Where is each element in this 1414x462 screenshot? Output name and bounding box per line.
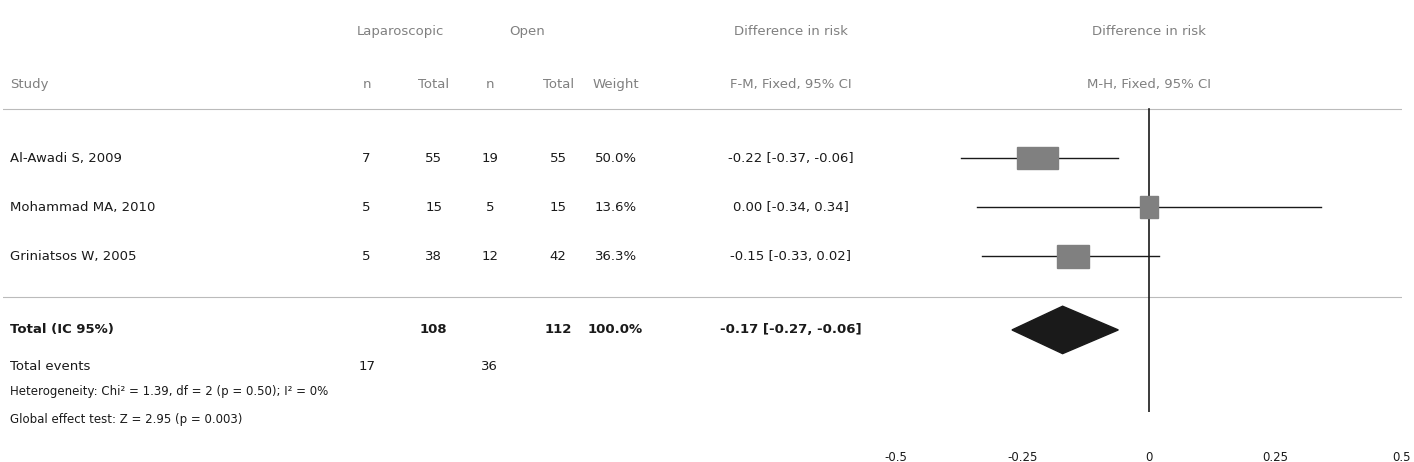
Text: Al-Awadi S, 2009: Al-Awadi S, 2009 xyxy=(10,152,122,164)
Text: Laparoscopic: Laparoscopic xyxy=(356,25,444,38)
Text: 36.3%: 36.3% xyxy=(594,250,636,263)
Text: 19: 19 xyxy=(481,152,498,164)
Text: -0.22 [-0.37, -0.06]: -0.22 [-0.37, -0.06] xyxy=(728,152,853,164)
Text: Open: Open xyxy=(509,25,546,38)
Text: n: n xyxy=(485,78,493,91)
Text: Difference in risk: Difference in risk xyxy=(734,25,847,38)
Text: Global effect test: Z = 2.95 (p = 0.003): Global effect test: Z = 2.95 (p = 0.003) xyxy=(10,413,242,426)
Bar xyxy=(1140,196,1158,219)
Text: -0.25: -0.25 xyxy=(1007,451,1038,462)
Text: 112: 112 xyxy=(544,323,571,336)
Text: 7: 7 xyxy=(362,152,370,164)
Text: -0.17 [-0.27, -0.06]: -0.17 [-0.27, -0.06] xyxy=(720,323,861,336)
Text: 5: 5 xyxy=(362,201,370,214)
Text: 55: 55 xyxy=(426,152,443,164)
Text: 38: 38 xyxy=(426,250,443,263)
Text: 108: 108 xyxy=(420,323,448,336)
Text: F-M, Fixed, 95% CI: F-M, Fixed, 95% CI xyxy=(730,78,851,91)
Bar xyxy=(1017,147,1058,170)
Text: Heterogeneity: Chi² = 1.39, df = 2 (p = 0.50); I² = 0%: Heterogeneity: Chi² = 1.39, df = 2 (p = … xyxy=(10,385,328,398)
Text: Griniatsos W, 2005: Griniatsos W, 2005 xyxy=(10,250,136,263)
Text: 0.5: 0.5 xyxy=(1393,451,1411,462)
Text: 0.25: 0.25 xyxy=(1263,451,1288,462)
Text: -0.5: -0.5 xyxy=(884,451,906,462)
Text: Total: Total xyxy=(543,78,574,91)
Text: 50.0%: 50.0% xyxy=(595,152,636,164)
Text: Mohammad MA, 2010: Mohammad MA, 2010 xyxy=(10,201,156,214)
Text: 5: 5 xyxy=(485,201,493,214)
Text: Total events: Total events xyxy=(10,360,90,373)
Text: 55: 55 xyxy=(550,152,567,164)
Text: n: n xyxy=(362,78,370,91)
Text: 12: 12 xyxy=(481,250,498,263)
Text: 0.00 [-0.34, 0.34]: 0.00 [-0.34, 0.34] xyxy=(732,201,848,214)
Text: 15: 15 xyxy=(550,201,567,214)
Text: 5: 5 xyxy=(362,250,370,263)
Text: Weight: Weight xyxy=(592,78,639,91)
Text: Total: Total xyxy=(419,78,450,91)
Text: Difference in risk: Difference in risk xyxy=(1092,25,1206,38)
Text: -0.15 [-0.33, 0.02]: -0.15 [-0.33, 0.02] xyxy=(730,250,851,263)
Polygon shape xyxy=(1012,306,1118,353)
Text: 42: 42 xyxy=(550,250,567,263)
Text: Total (IC 95%): Total (IC 95%) xyxy=(10,323,113,336)
Text: 36: 36 xyxy=(481,360,498,373)
Bar xyxy=(1056,245,1089,267)
Text: M-H, Fixed, 95% CI: M-H, Fixed, 95% CI xyxy=(1087,78,1210,91)
Text: Study: Study xyxy=(10,78,48,91)
Text: 15: 15 xyxy=(426,201,443,214)
Text: 13.6%: 13.6% xyxy=(594,201,636,214)
Text: 0: 0 xyxy=(1145,451,1152,462)
Text: 17: 17 xyxy=(358,360,375,373)
Text: 100.0%: 100.0% xyxy=(588,323,643,336)
